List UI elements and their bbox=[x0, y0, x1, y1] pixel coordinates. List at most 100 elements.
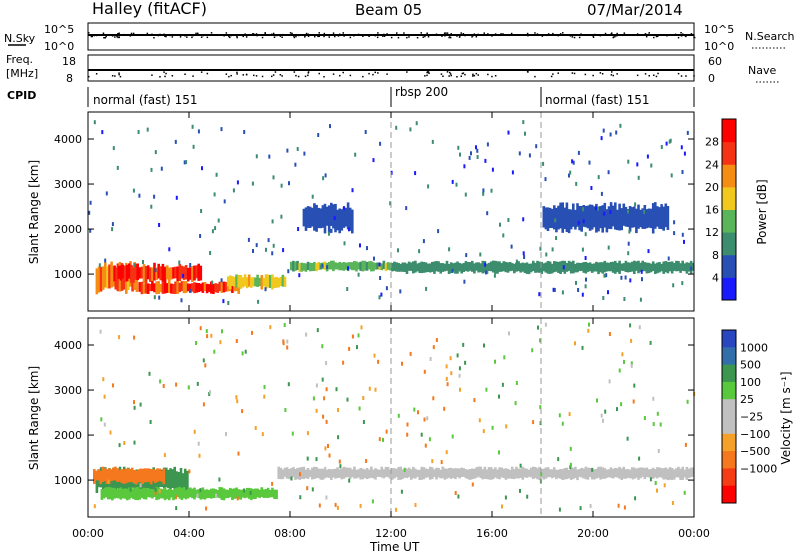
colorbar-swatch bbox=[722, 186, 736, 210]
data-point bbox=[204, 363, 207, 368]
data-cell bbox=[327, 261, 331, 270]
data-cell bbox=[97, 266, 101, 293]
data-cell bbox=[163, 266, 167, 283]
data-point bbox=[312, 396, 315, 401]
data-cell bbox=[662, 261, 665, 274]
data-cell bbox=[340, 468, 344, 480]
data-cell bbox=[588, 467, 592, 477]
noise-point bbox=[559, 33, 562, 35]
data-point bbox=[261, 432, 264, 437]
noise-point bbox=[200, 36, 203, 38]
data-point bbox=[218, 477, 221, 482]
data-point bbox=[457, 494, 460, 499]
data-cell bbox=[300, 467, 304, 479]
noise-point bbox=[420, 32, 422, 34]
data-point bbox=[544, 177, 547, 182]
noise-point bbox=[153, 37, 155, 39]
nave-point bbox=[655, 75, 658, 78]
data-point bbox=[491, 167, 494, 172]
data-point bbox=[596, 398, 598, 403]
noise-dots bbox=[88, 32, 696, 39]
data-point bbox=[623, 297, 626, 301]
data-point bbox=[158, 489, 161, 494]
data-cell bbox=[156, 468, 159, 482]
data-cell bbox=[235, 487, 238, 499]
x-tick-label: 20:00 bbox=[577, 527, 609, 540]
data-cell bbox=[683, 263, 687, 272]
nave-point bbox=[163, 71, 165, 73]
data-cell bbox=[401, 262, 405, 272]
data-point bbox=[193, 429, 196, 434]
data-cell bbox=[538, 261, 541, 273]
data-cell bbox=[256, 488, 259, 498]
data-cell bbox=[483, 466, 487, 479]
data-point bbox=[326, 265, 329, 270]
data-point bbox=[339, 464, 342, 469]
data-point bbox=[425, 286, 428, 291]
data-cell bbox=[553, 261, 556, 273]
nave-point bbox=[491, 75, 493, 78]
data-point bbox=[232, 188, 235, 193]
data-cell bbox=[101, 266, 105, 290]
data-point bbox=[306, 221, 308, 226]
data-point bbox=[236, 496, 239, 501]
data-point bbox=[600, 191, 603, 196]
data-cell bbox=[620, 208, 623, 231]
nave-point bbox=[599, 72, 602, 74]
data-cell bbox=[403, 467, 407, 478]
data-cell bbox=[140, 281, 144, 295]
data-point bbox=[324, 466, 327, 471]
data-cell bbox=[168, 267, 171, 283]
data-point bbox=[118, 335, 121, 340]
data-cell bbox=[197, 283, 200, 293]
data-point bbox=[587, 328, 590, 333]
colorbar-swatch bbox=[722, 433, 736, 452]
data-cell bbox=[93, 469, 96, 484]
data-cell bbox=[120, 469, 123, 483]
noise-point bbox=[297, 34, 300, 37]
data-point bbox=[602, 418, 604, 423]
data-cell bbox=[645, 209, 649, 229]
data-cell bbox=[620, 468, 623, 480]
noise-point bbox=[210, 32, 213, 34]
data-point bbox=[213, 349, 216, 354]
data-cell bbox=[477, 466, 480, 477]
nave-point bbox=[648, 75, 650, 77]
data-point bbox=[649, 477, 652, 482]
data-point bbox=[615, 130, 618, 135]
data-cell bbox=[643, 262, 647, 272]
data-point bbox=[319, 265, 322, 270]
data-cell bbox=[245, 487, 249, 498]
data-point bbox=[409, 351, 412, 356]
data-point bbox=[646, 154, 649, 159]
data-cell bbox=[559, 261, 562, 274]
data-cell bbox=[405, 468, 409, 479]
data-cell bbox=[481, 260, 485, 274]
noise-point bbox=[111, 35, 114, 37]
data-cell bbox=[658, 207, 661, 229]
data-cell bbox=[110, 261, 113, 288]
data-cell bbox=[618, 466, 621, 479]
noise-point bbox=[416, 37, 419, 39]
data-point bbox=[405, 206, 408, 211]
nave-point bbox=[464, 73, 466, 76]
data-cell bbox=[146, 265, 150, 280]
noise-point bbox=[616, 32, 618, 35]
data-cell bbox=[313, 466, 316, 479]
noise-point bbox=[307, 34, 309, 36]
data-cell bbox=[342, 262, 346, 271]
data-point bbox=[627, 209, 629, 214]
data-cell bbox=[599, 206, 602, 229]
data-cell bbox=[651, 203, 655, 234]
nave-point bbox=[424, 75, 426, 77]
data-cell bbox=[157, 281, 160, 294]
data-point bbox=[629, 323, 632, 328]
data-cell bbox=[313, 261, 316, 271]
colorbar-tick-label: 25 bbox=[740, 393, 754, 406]
data-cell bbox=[102, 488, 106, 499]
noise-point bbox=[332, 32, 335, 34]
data-cell bbox=[498, 261, 501, 272]
noise-point bbox=[406, 36, 408, 39]
data-cell bbox=[191, 488, 194, 499]
data-point bbox=[162, 384, 165, 388]
